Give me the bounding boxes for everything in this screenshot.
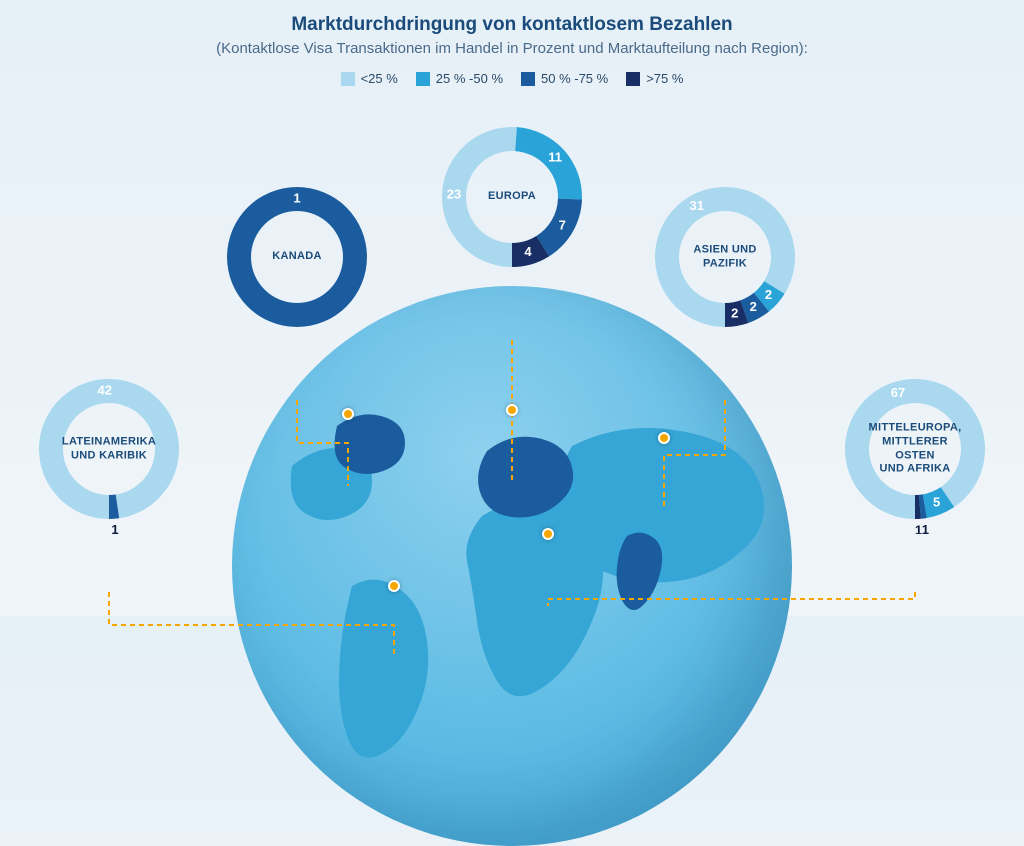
donut-seg-value: 31 xyxy=(689,198,703,213)
page-subtitle: (Kontaktlose Visa Transaktionen im Hande… xyxy=(0,40,1024,57)
map-marker-cemea xyxy=(542,528,554,540)
legend-label: >75 % xyxy=(646,71,683,86)
legend-swatch xyxy=(341,72,355,86)
globe xyxy=(232,286,792,846)
donut-seg-value: 2 xyxy=(731,306,738,321)
donut-asia: 31222ASIEN UNDPAZIFIK xyxy=(640,172,810,342)
donut-lac: 42 1 LATEINAMERIKAUND KARIBIK xyxy=(24,364,194,534)
legend-label: 50 % -75 % xyxy=(541,71,608,86)
legend-swatch xyxy=(521,72,535,86)
donut-seg-value: 42 xyxy=(98,383,112,398)
donut-label: EUROPA xyxy=(488,190,536,204)
legend-label: 25 % -50 % xyxy=(436,71,503,86)
legend: <25 % 25 % -50 % 50 % -75 % >75 % xyxy=(0,71,1024,86)
donut-seg-value: 7 xyxy=(559,217,566,232)
donut-seg-value: 23 xyxy=(447,186,461,201)
map-marker-lac xyxy=(388,580,400,592)
donut-label: MITTELEUROPA,MITTLERER OSTENUND AFRIKA xyxy=(869,422,962,477)
globe-map xyxy=(232,286,792,846)
legend-swatch xyxy=(416,72,430,86)
donut-canada: 1 KANADA xyxy=(212,172,382,342)
donut-label: LATEINAMERIKAUND KARIBIK xyxy=(62,435,156,463)
page-title: Marktdurchdringung von kontaktlosem Beza… xyxy=(0,14,1024,36)
donut-seg-value: 1 xyxy=(922,522,929,534)
legend-item: <25 % xyxy=(341,71,398,86)
map-marker-canada xyxy=(342,408,354,420)
donut-seg-value: 1 xyxy=(293,190,300,205)
donut-seg-value: 1 xyxy=(111,522,118,534)
donut-seg-value: 2 xyxy=(765,287,772,302)
map-marker-europe xyxy=(506,404,518,416)
donut-seg-value: 11 xyxy=(548,150,562,165)
donut-seg-value: 5 xyxy=(933,494,940,509)
legend-item: >75 % xyxy=(626,71,683,86)
donut-label: ASIEN UNDPAZIFIK xyxy=(693,243,756,271)
donut-europe: 23 11 7 4 EUROPA xyxy=(427,112,597,282)
donut-seg-value: 2 xyxy=(750,299,757,314)
donut-cemea: 67 5 11 MITTELEUROPA,MITTLERER OSTENUND AFR… xyxy=(830,364,1000,534)
legend-item: 50 % -75 % xyxy=(521,71,608,86)
legend-swatch xyxy=(626,72,640,86)
donut-seg-value: 4 xyxy=(524,244,532,259)
donut-label: KANADA xyxy=(272,250,321,264)
donut-seg-value: 1 xyxy=(915,522,922,534)
map-marker-asia xyxy=(658,432,670,444)
donut-seg-value: 67 xyxy=(891,385,905,400)
legend-item: 25 % -50 % xyxy=(416,71,503,86)
legend-label: <25 % xyxy=(361,71,398,86)
